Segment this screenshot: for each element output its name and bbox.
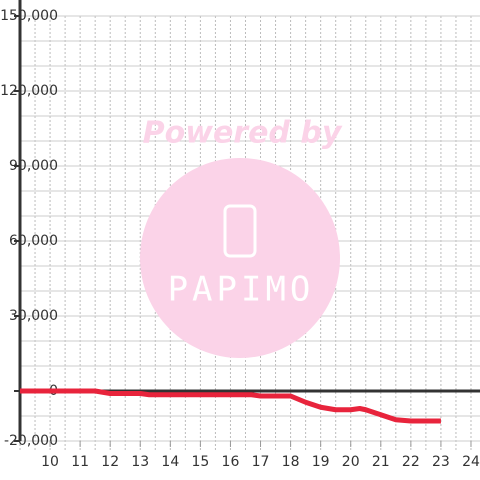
- y-tick-label: 60,000: [9, 233, 58, 249]
- x-tick-label: 23: [432, 454, 450, 470]
- x-tick-label: 11: [71, 454, 89, 470]
- watermark-text: Powered by: [143, 116, 343, 151]
- x-tick-label: 10: [41, 454, 59, 470]
- x-tick-label: 24: [462, 454, 480, 470]
- data-line: [20, 388, 441, 424]
- x-tick-label: 19: [312, 454, 330, 470]
- x-tick-label: 15: [191, 454, 209, 470]
- y-tick-label: 120,000: [0, 83, 58, 99]
- watermark: Powered by PAPIMO: [140, 116, 343, 358]
- watermark-logo: PAPIMO: [168, 270, 315, 310]
- x-tick-label: 21: [372, 454, 390, 470]
- x-tick-label: 17: [252, 454, 270, 470]
- x-tick-label: 16: [222, 454, 240, 470]
- y-tick-label: 30,000: [9, 308, 58, 324]
- x-tick-label: 18: [282, 454, 300, 470]
- y-tick-label: 150,000: [0, 8, 58, 24]
- x-tick-label: 22: [402, 454, 420, 470]
- x-tick-label: 13: [131, 454, 149, 470]
- x-tick-label: 12: [101, 454, 119, 470]
- x-tick-label: 14: [161, 454, 179, 470]
- y-tick-label: -20,000: [4, 433, 58, 449]
- y-tick-label: 90,000: [9, 158, 58, 174]
- x-tick-label: 20: [342, 454, 360, 470]
